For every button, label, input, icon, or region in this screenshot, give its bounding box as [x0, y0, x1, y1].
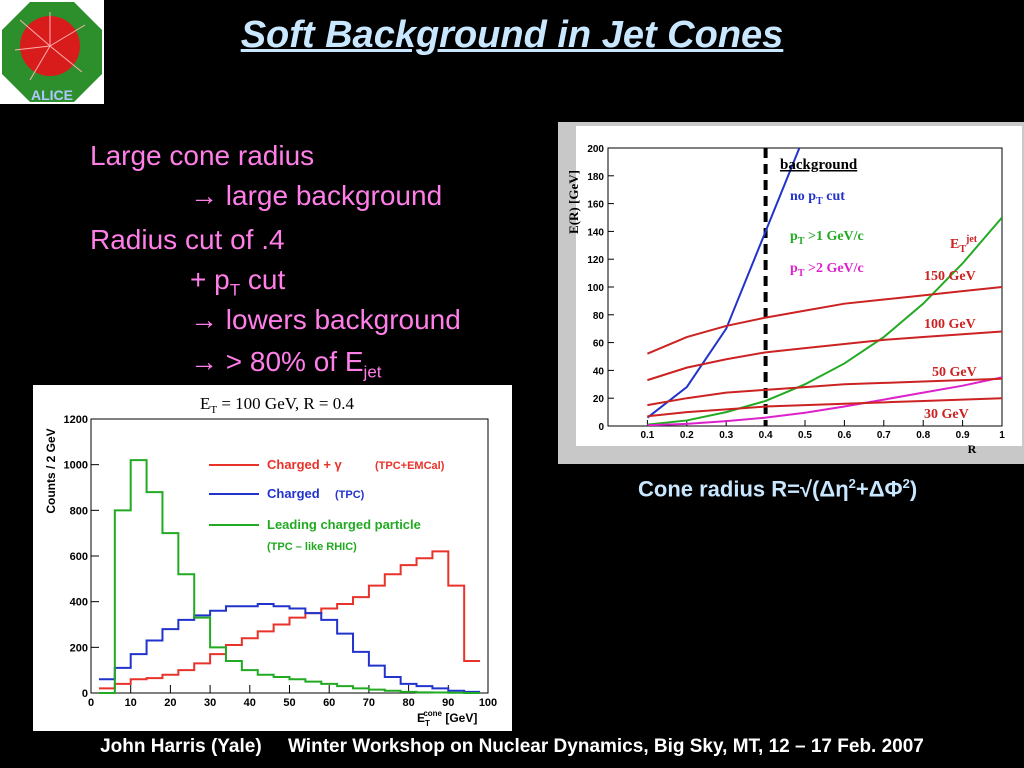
et-jet-label: ETjet — [950, 234, 978, 255]
legend-entry: pT >2 GeV/c — [790, 261, 864, 279]
y-tick-label: 140 — [587, 227, 604, 238]
cone-radius-chart: E(R) [GeV] 0 20 40 60 80 100 120 140 160 180 200 0.… — [566, 126, 1022, 456]
y-tick-label: 160 — [587, 200, 604, 211]
arrow-symbol: → — [190, 304, 218, 335]
histogram-series — [98, 459, 481, 694]
x-tick-label: 1 — [999, 430, 1005, 441]
legend-title: background — [780, 157, 858, 173]
x-tick-label: 10 — [125, 697, 137, 709]
et-cone-histogram: ET = 100 GeV, R = 0.4 Counts / 2 GeV 0 20… — [33, 385, 512, 731]
x-tick-label: 60 — [323, 697, 335, 709]
x-axis-title: ETcone [GeV] — [417, 709, 477, 728]
x-tick-label: 100 — [479, 697, 497, 709]
cone-radius-chart-frame: E(R) [GeV] 0 20 40 60 80 100 120 140 160 180 200 0.… — [558, 122, 1024, 464]
y-tick-label: 20 — [593, 394, 605, 405]
legend-entry: no pT cut — [790, 189, 845, 207]
chart-background — [576, 126, 1022, 446]
series-line — [647, 397, 1002, 418]
slide-title: Soft Background in Jet Cones — [240, 14, 784, 56]
x-tick-label: 0.7 — [877, 430, 891, 441]
y-tick-label: 200 — [70, 642, 88, 654]
alice-logo: ALICE — [0, 0, 104, 104]
x-tick-label: 0.9 — [956, 430, 970, 441]
x-tick-label: 30 — [204, 697, 216, 709]
series-line — [647, 330, 1002, 382]
et-curve-label: 50 GeV — [932, 365, 977, 380]
bullet-3: Radius cut of .4 — [90, 224, 285, 255]
legend-label: Charged — [267, 486, 320, 501]
legend-label: Charged + γ — [267, 457, 343, 472]
series-line — [647, 376, 1002, 426]
y-axis-title: Counts / 2 GeV — [44, 428, 58, 513]
y-tick-label: 180 — [587, 172, 604, 183]
y-tick-label: 0 — [82, 688, 88, 700]
y-tick-label: 1200 — [64, 414, 88, 426]
x-tick-label: 40 — [244, 697, 256, 709]
legend-note: (TPC+EMCal) — [375, 460, 445, 472]
bullet-2: → large background — [190, 180, 443, 211]
slide-footer: John Harris (Yale) Winter Workshop on Nu… — [100, 736, 924, 757]
bullet-4: + pT cut — [190, 264, 286, 300]
bullet-1: Large cone radius — [90, 140, 315, 171]
legend-note: (TPC – like RHIC) — [267, 541, 357, 553]
x-tick-label: 0.2 — [680, 430, 694, 441]
x-tick-label: 0.5 — [798, 430, 812, 441]
et-cone-histogram-frame: ET = 100 GeV, R = 0.4 Counts / 2 GeV 0 20… — [33, 385, 512, 731]
y-axis-title: E(R) [GeV] — [566, 170, 581, 234]
x-tick-label: 0.1 — [640, 430, 654, 441]
arrow-symbol: → — [190, 180, 218, 211]
x-tick-label: 0 — [88, 697, 94, 709]
series-line — [647, 286, 1002, 355]
logo-text: ALICE — [31, 87, 73, 103]
series-line — [647, 377, 1002, 407]
y-tick-label: 400 — [70, 597, 88, 609]
y-tick-label: 40 — [593, 366, 605, 377]
x-tick-label: 0.6 — [837, 430, 851, 441]
y-tick-label: 100 — [587, 283, 604, 294]
legend-label: Leading charged particle — [267, 517, 421, 532]
x-tick-label: 20 — [164, 697, 176, 709]
legend-entry: pT >1 GeV/c — [790, 229, 864, 247]
arrow-symbol: → — [190, 346, 218, 377]
bullet-5: → lowers background — [190, 304, 461, 335]
et-curve-label: 100 GeV — [924, 317, 976, 332]
x-tick-label: 0.8 — [916, 430, 930, 441]
et-curve-label: 150 GeV — [924, 269, 976, 284]
x-tick-label: 70 — [363, 697, 375, 709]
x-tick-label: 50 — [283, 697, 295, 709]
y-tick-label: 80 — [593, 311, 605, 322]
series-line — [647, 216, 1002, 426]
x-tick-label: 90 — [442, 697, 454, 709]
x-axis-title: R — [968, 442, 977, 456]
cone-radius-caption: Cone radius R=√(Δη2+ΔΦ2) — [638, 476, 918, 502]
et-curve-label: 30 GeV — [924, 407, 969, 422]
y-tick-label: 800 — [70, 505, 88, 517]
histogram-series — [98, 602, 481, 693]
y-tick-label: 60 — [593, 339, 605, 350]
y-tick-label: 600 — [70, 551, 88, 563]
histogram-title: ET = 100 GeV, R = 0.4 — [200, 394, 355, 416]
x-tick-label: 80 — [402, 697, 414, 709]
y-tick-label: 200 — [587, 144, 604, 155]
y-tick-label: 0 — [598, 422, 604, 433]
y-tick-label: 120 — [587, 255, 604, 266]
bullet-6: → > 80% of Ejet — [190, 346, 382, 382]
y-tick-label: 1000 — [64, 460, 88, 472]
legend-note: (TPC) — [335, 489, 365, 501]
x-tick-label: 0.4 — [759, 430, 773, 441]
series-line — [646, 148, 801, 419]
x-tick-label: 0.3 — [719, 430, 733, 441]
histogram-series — [98, 550, 481, 690]
